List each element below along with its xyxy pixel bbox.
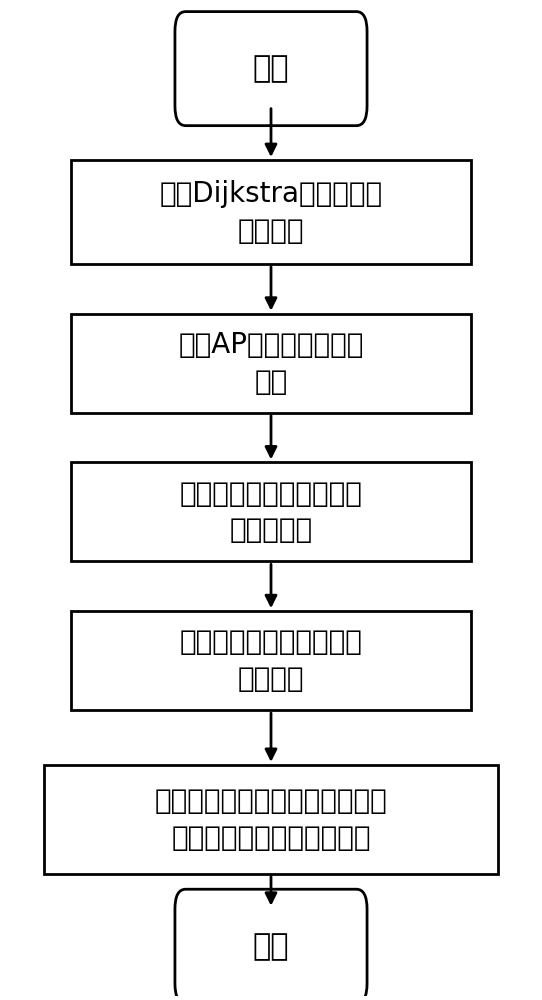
Text: 结束: 结束 — [253, 932, 289, 961]
FancyBboxPatch shape — [71, 314, 471, 413]
FancyBboxPatch shape — [71, 462, 471, 561]
Text: 执行Dijkstra算法构造相
似度矩阵: 执行Dijkstra算法构造相 似度矩阵 — [159, 180, 383, 245]
FancyBboxPatch shape — [175, 889, 367, 1000]
Text: 不断改变参考度，寻求最优控制
器放置方案以及控制器个数: 不断改变参考度，寻求最优控制 器放置方案以及控制器个数 — [154, 787, 388, 852]
Text: 找到聚类中心，作为控制
器初步位置: 找到聚类中心，作为控制 器初步位置 — [179, 480, 363, 544]
Text: 开始: 开始 — [253, 54, 289, 83]
Text: 计算负载差异度，执行启
发式算法: 计算负载差异度，执行启 发式算法 — [179, 628, 363, 693]
FancyBboxPatch shape — [71, 160, 471, 264]
FancyBboxPatch shape — [44, 765, 498, 874]
FancyBboxPatch shape — [175, 12, 367, 126]
Text: 执行AP算法，进行反复
迭代: 执行AP算法，进行反复 迭代 — [178, 331, 364, 396]
FancyBboxPatch shape — [71, 611, 471, 710]
